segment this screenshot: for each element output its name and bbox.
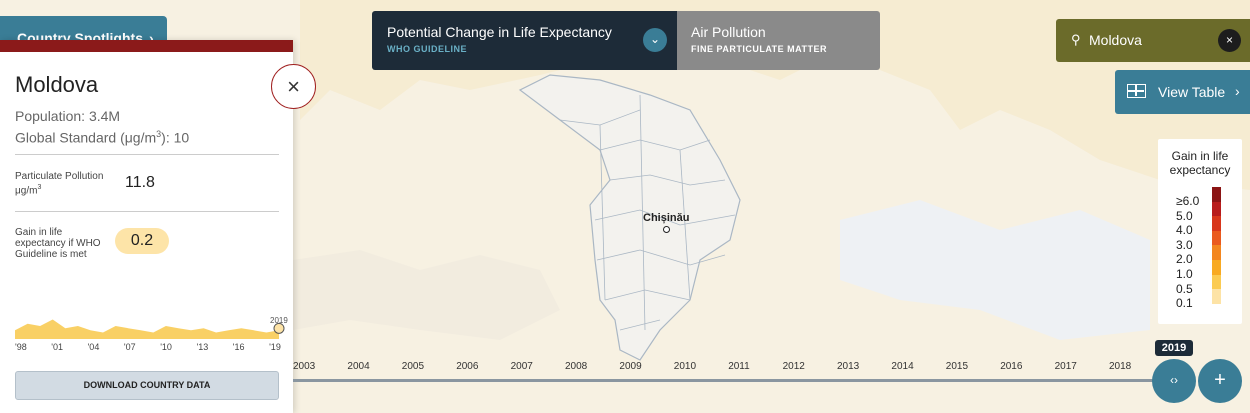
- legend-label: 0.5: [1176, 281, 1193, 296]
- divider: [15, 211, 279, 212]
- timeline-year[interactable]: 2004: [347, 361, 370, 372]
- pm-label: Particulate Pollution μg/m3: [15, 171, 104, 197]
- timeline-year[interactable]: 2008: [565, 361, 588, 372]
- lowland-area: [293, 250, 560, 340]
- sparkline-tick: '10: [160, 342, 172, 352]
- metric-secondary-title: Air Pollution: [691, 24, 766, 40]
- zoom-in-button[interactable]: +: [1198, 359, 1242, 403]
- metric-secondary-subtitle: FINE PARTICULATE MATTER: [691, 44, 827, 54]
- country-panel: Moldova × Population: 3.4M Global Standa…: [0, 40, 316, 413]
- metric-life-expectancy[interactable]: Potential Change in Life Expectancy WHO …: [372, 11, 677, 70]
- sea-area: [840, 200, 1150, 340]
- close-button[interactable]: ×: [271, 64, 316, 109]
- moldova-shape: [518, 74, 741, 361]
- timeline-year[interactable]: 2011: [728, 361, 750, 372]
- timeline-year[interactable]: 2014: [891, 361, 914, 372]
- metric-air-pollution[interactable]: Air Pollution FINE PARTICULATE MATTER: [677, 11, 880, 70]
- legend: Gain in life expectancy ≥6.0 5.0 4.0 3.0 2.0…: [1158, 139, 1242, 324]
- search-icon: ⚲: [1071, 32, 1081, 47]
- current-year-badge: 2019: [1155, 340, 1193, 356]
- country-meta: Population: 3.4M Global Standard (μg/m3)…: [15, 107, 189, 147]
- sparkline-tick: '13: [196, 342, 209, 352]
- legend-label: 0.1: [1176, 296, 1193, 311]
- download-country-data-button[interactable]: DOWNLOAD COUNTRY DATA: [15, 371, 279, 400]
- timeline-year[interactable]: 2012: [782, 361, 805, 372]
- chevron-right-icon: ›: [149, 30, 154, 46]
- divider: [15, 154, 279, 155]
- moldova-districts: [559, 94, 736, 331]
- close-icon: ×: [287, 73, 300, 99]
- legend-swatch: [1212, 245, 1221, 260]
- legend-title: Gain in life expectancy: [1169, 149, 1231, 177]
- legend-label: 3.0: [1176, 237, 1193, 252]
- metric-toggle: Potential Change in Life Expectancy WHO …: [372, 11, 880, 70]
- legend-swatch: [1212, 274, 1221, 290]
- population-text: Population: 3.4M: [15, 108, 121, 124]
- country-title: Moldova: [15, 72, 99, 97]
- timeline-year[interactable]: 2013: [837, 361, 860, 372]
- timeline-year[interactable]: 2006: [456, 361, 479, 372]
- clear-search-icon[interactable]: ×: [1218, 29, 1241, 52]
- city-marker[interactable]: [663, 226, 670, 233]
- timeline-year[interactable]: 2015: [945, 361, 969, 372]
- legend-label: 4.0: [1176, 223, 1193, 238]
- legend-swatch: [1212, 201, 1221, 217]
- sparkline-tick: '16: [232, 342, 245, 352]
- chevron-down-icon[interactable]: ⌄: [643, 28, 667, 52]
- metric-primary-title: Potential Change in Life Expectancy: [387, 24, 612, 40]
- sparkline-tick: '07: [123, 342, 136, 352]
- chevron-right-icon: ›: [1235, 83, 1240, 99]
- timeline-year[interactable]: 2003: [293, 361, 316, 372]
- timeline-track[interactable]: [293, 379, 1173, 382]
- timeline-year[interactable]: 2018: [1109, 361, 1132, 372]
- panel-accent-bar: [0, 40, 293, 52]
- timeline-year[interactable]: 2007: [510, 361, 533, 372]
- legend-swatch: [1212, 216, 1221, 231]
- legend-swatch: [1212, 187, 1221, 202]
- legend-label: 5.0: [1176, 208, 1193, 223]
- gain-label: Gain in life expectancy if WHO Guideline…: [15, 227, 101, 260]
- legend-labels: ≥6.0 5.0 4.0 3.0 2.0 1.0 0.5 0.1: [1176, 194, 1199, 311]
- search-box[interactable]: ⚲ Moldova ×: [1056, 19, 1250, 62]
- sparkline-tick: '01: [51, 342, 64, 352]
- legend-label: 1.0: [1176, 266, 1193, 281]
- sparkline-area: [15, 319, 279, 339]
- sparkline-chart: [15, 319, 285, 339]
- timeline-year[interactable]: 2005: [401, 361, 425, 372]
- sparkline-current-point: [273, 322, 285, 334]
- view-table-button[interactable]: View Table ›: [1115, 70, 1250, 114]
- timeline[interactable]: 2003 2004 2005 2006 2007 2008 2009 2010 2011 2012…: [293, 350, 1250, 413]
- legend-label: 2.0: [1176, 252, 1193, 267]
- timeline-year[interactable]: 2016: [1000, 361, 1023, 372]
- global-standard-text: Global Standard (μg/m3): 10: [15, 129, 190, 146]
- play-button[interactable]: ‹›: [1152, 359, 1196, 403]
- timeline-year[interactable]: 2010: [673, 361, 697, 372]
- legend-swatch: [1212, 289, 1221, 304]
- search-input[interactable]: Moldova: [1089, 32, 1142, 48]
- view-table-label: View Table: [1158, 84, 1226, 100]
- metric-primary-subtitle: WHO GUIDELINE: [387, 44, 467, 54]
- table-icon: [1127, 84, 1146, 98]
- timeline-year[interactable]: 2009: [619, 361, 642, 372]
- legend-swatch: [1212, 230, 1221, 246]
- timeline-year[interactable]: 2017: [1054, 361, 1077, 372]
- sparkline-tick: '19: [269, 342, 281, 352]
- legend-color-ramp: [1212, 187, 1221, 304]
- sparkline-tick: '04: [87, 342, 100, 352]
- city-label: Chișinău: [643, 212, 690, 224]
- pm-value: 11.8: [125, 174, 155, 191]
- legend-label: ≥6.0: [1176, 194, 1200, 208]
- sparkline-end-year: 2019: [270, 316, 288, 325]
- sparkline-tick: '98: [15, 342, 27, 352]
- legend-swatch: [1212, 259, 1221, 275]
- gain-value-badge: 0.2: [115, 228, 169, 254]
